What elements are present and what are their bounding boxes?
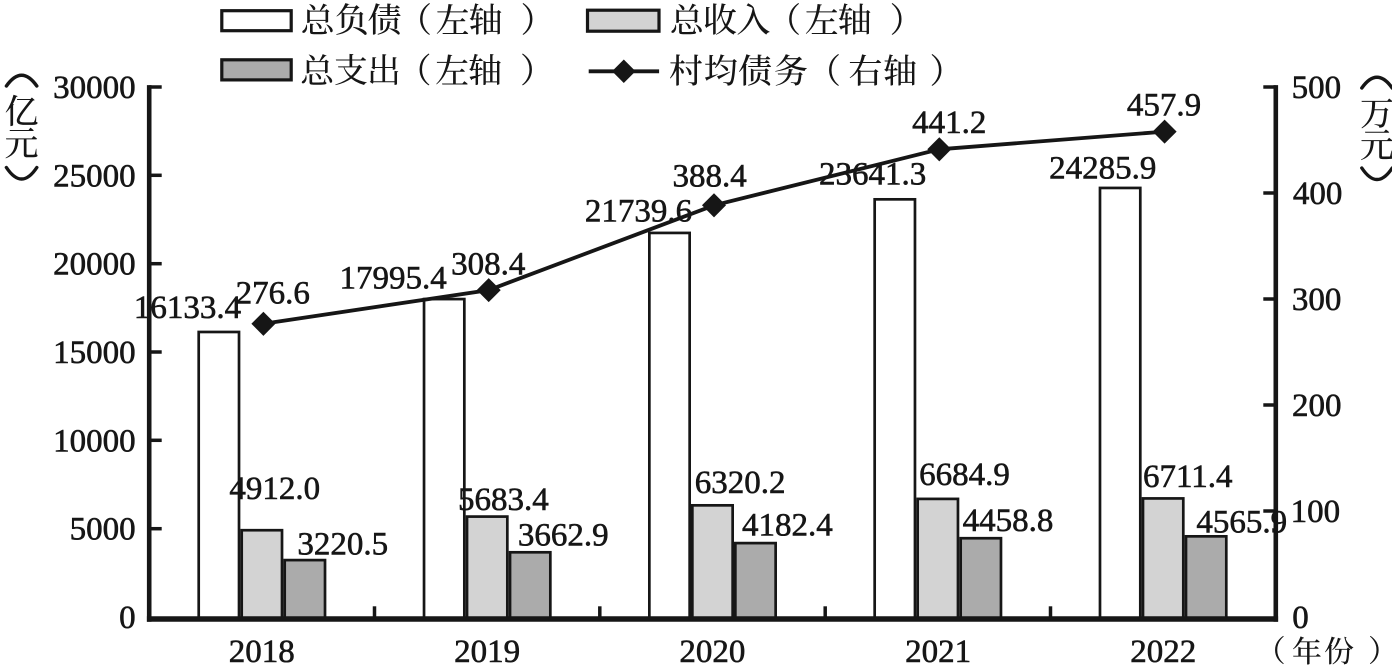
- svg-text:2018: 2018: [229, 634, 295, 668]
- svg-text:0: 0: [1292, 600, 1309, 636]
- svg-text:2020: 2020: [679, 634, 745, 668]
- svg-text:4182.4: 4182.4: [742, 507, 833, 543]
- svg-text:17995.4: 17995.4: [339, 260, 446, 296]
- svg-text:5683.4: 5683.4: [458, 482, 549, 518]
- svg-text:3662.9: 3662.9: [518, 518, 609, 554]
- svg-text:21739.6: 21739.6: [585, 194, 692, 230]
- svg-text:400: 400: [1293, 176, 1343, 212]
- svg-text:2021: 2021: [905, 634, 971, 668]
- svg-text:6684.9: 6684.9: [919, 457, 1010, 493]
- svg-text:200: 200: [1292, 388, 1342, 424]
- svg-text:6711.4: 6711.4: [1143, 459, 1233, 495]
- svg-text:276.6: 276.6: [236, 275, 310, 311]
- svg-text:300: 300: [1292, 282, 1342, 318]
- svg-text:30000: 30000: [53, 70, 136, 106]
- svg-text:4458.8: 4458.8: [963, 503, 1054, 539]
- svg-text:308.4: 308.4: [451, 247, 525, 283]
- svg-text:3220.5: 3220.5: [297, 526, 388, 562]
- svg-text:457.9: 457.9: [1127, 88, 1201, 124]
- svg-text:500: 500: [1292, 70, 1342, 106]
- svg-text:6320.2: 6320.2: [695, 465, 786, 501]
- svg-text:5000: 5000: [70, 512, 136, 548]
- svg-text:20000: 20000: [53, 247, 136, 283]
- svg-text:15000: 15000: [53, 335, 136, 371]
- svg-text:25000: 25000: [53, 158, 136, 194]
- svg-text:23641.3: 23641.3: [819, 156, 926, 192]
- svg-text:2022: 2022: [1130, 634, 1196, 668]
- svg-text:388.4: 388.4: [672, 159, 746, 195]
- svg-text:16133.4: 16133.4: [134, 290, 241, 326]
- svg-text:4565.9: 4565.9: [1196, 505, 1287, 541]
- svg-text:24285.9: 24285.9: [1049, 150, 1156, 186]
- svg-text:100: 100: [1291, 494, 1341, 530]
- svg-text:4912.0: 4912.0: [229, 471, 320, 507]
- svg-text:441.2: 441.2: [912, 105, 986, 141]
- svg-text:2019: 2019: [454, 634, 520, 668]
- svg-text:0: 0: [119, 600, 136, 636]
- svg-text:10000: 10000: [53, 423, 136, 459]
